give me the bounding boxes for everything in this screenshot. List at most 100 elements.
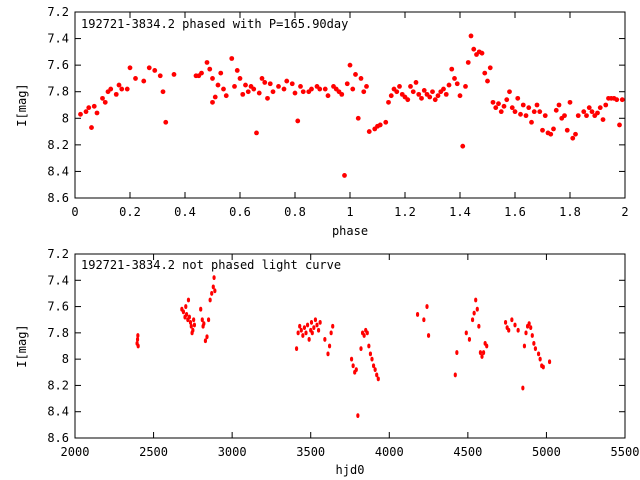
data-point — [426, 333, 431, 338]
data-point — [256, 90, 262, 96]
data-point — [136, 343, 140, 349]
data-point — [199, 70, 204, 76]
data-point — [208, 297, 212, 303]
data-point — [477, 323, 481, 329]
data-point — [413, 80, 419, 85]
data-point — [464, 330, 468, 336]
data-point — [323, 337, 327, 342]
data-point — [493, 105, 499, 111]
data-point — [289, 81, 295, 87]
data-point — [520, 102, 526, 108]
data-point — [564, 127, 570, 133]
data-point — [163, 119, 169, 125]
x-ticks: 0 0.2 0.4 0.6 0.8 1 1.2 1.4 1.6 1.8 2 — [71, 12, 629, 219]
x-ticks: 2000 2500 3000 3500 4000 4500 5000 5500 — [61, 254, 639, 459]
data-point — [326, 351, 330, 357]
x-tick-label: 5000 — [532, 445, 561, 459]
data-point — [171, 72, 177, 77]
data-point — [553, 107, 559, 113]
data-point — [86, 105, 92, 111]
data-point — [509, 105, 515, 111]
y-tick-label: 8.2 — [47, 138, 69, 152]
data-point — [479, 50, 485, 56]
data-point — [480, 354, 484, 359]
data-point — [603, 102, 609, 108]
data-point — [349, 356, 354, 362]
data-point — [136, 333, 140, 338]
data-point — [251, 86, 257, 92]
data-point — [309, 319, 314, 325]
y-ticks: 7.2 7.4 7.6 7.8 8 8.2 8.4 8.6 — [47, 247, 625, 445]
data-point — [614, 97, 620, 103]
x-tick-label: 1.8 — [559, 205, 581, 219]
data-point — [184, 312, 189, 317]
data-point — [586, 105, 592, 111]
data-point — [457, 93, 463, 99]
data-point — [361, 89, 367, 95]
data-point — [619, 97, 625, 103]
data-point — [478, 350, 483, 355]
data-point — [296, 330, 300, 336]
y-tick-label: 8.2 — [47, 378, 69, 392]
data-point — [329, 330, 333, 336]
chart-title: 192721-3834.2 phased with P=165.90day — [81, 17, 348, 31]
data-point — [365, 330, 369, 336]
data-point — [298, 84, 303, 89]
data-point — [292, 90, 298, 96]
data-point — [211, 284, 215, 290]
data-point — [342, 173, 347, 178]
y-tick-label: 7.8 — [47, 85, 69, 99]
data-point — [210, 99, 215, 105]
data-point — [449, 66, 455, 72]
data-point — [397, 84, 402, 89]
x-axis-label: phase — [332, 224, 368, 238]
data-point — [468, 33, 474, 39]
data-point — [575, 113, 581, 119]
data-point — [485, 343, 489, 349]
unphased-light-curve-chart: 192721-3834.2 not phased light curve hjd… — [15, 247, 639, 477]
x-tick-label: 0 — [71, 205, 78, 219]
y-axis-label: I[mag] — [15, 83, 29, 126]
data-point — [315, 322, 319, 328]
data-point — [524, 330, 528, 336]
data-point — [113, 91, 119, 97]
data-point — [265, 95, 270, 101]
data-point — [350, 86, 356, 92]
data-point — [503, 319, 508, 325]
data-point — [146, 65, 152, 71]
data-point — [191, 327, 195, 333]
data-point — [501, 103, 507, 109]
data-point — [425, 304, 429, 309]
data-point — [394, 89, 400, 95]
x-tick-label: 4000 — [375, 445, 404, 459]
data-point — [452, 76, 457, 81]
data-point — [358, 76, 364, 81]
data-point — [490, 99, 496, 105]
data-point — [472, 310, 476, 316]
data-point — [316, 327, 321, 333]
data-point — [538, 356, 542, 362]
data-point — [364, 84, 369, 89]
data-point — [507, 89, 512, 95]
data-point — [327, 343, 332, 349]
x-tick-label: 1.4 — [449, 205, 471, 219]
data-point — [192, 317, 196, 323]
data-point — [487, 65, 493, 71]
data-point — [435, 93, 441, 99]
data-point — [376, 376, 380, 382]
data-point — [135, 337, 140, 342]
x-tick-label: 3000 — [218, 445, 247, 459]
data-point — [212, 275, 216, 281]
data-point — [223, 93, 229, 99]
data-point — [504, 97, 510, 103]
data-point — [522, 343, 527, 349]
data-point — [186, 297, 191, 303]
y-tick-label: 7.6 — [47, 300, 69, 314]
data-point — [467, 337, 472, 342]
x-tick-label: 1 — [346, 205, 353, 219]
x-tick-label: 2000 — [61, 445, 90, 459]
data-point — [160, 89, 166, 95]
data-point — [347, 62, 353, 68]
data-point — [309, 86, 314, 92]
data-points — [135, 275, 552, 419]
